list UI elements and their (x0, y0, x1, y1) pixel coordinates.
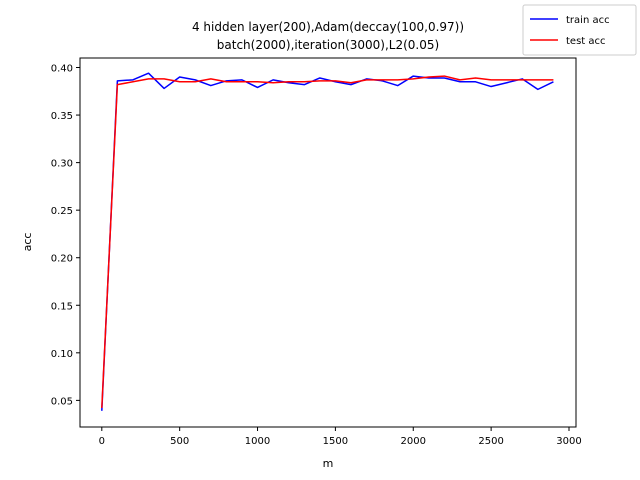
legend-label-train-acc: train acc (566, 15, 610, 26)
y-tick-label: 0.05 (51, 396, 73, 407)
y-tick-label: 0.25 (51, 206, 73, 217)
x-axis: 0 500 1000 1500 2000 2500 3000 (99, 427, 582, 447)
x-tick-label: 3000 (556, 436, 581, 447)
series-line-train-acc (101, 72, 554, 411)
legend-box (522, 4, 637, 56)
x-tick-label: 1000 (245, 436, 270, 447)
y-axis: 0.05 0.10 0.15 0.20 0.25 0.30 0.35 0.40 (51, 64, 80, 407)
legend: train acc test acc (522, 4, 637, 56)
x-tick-label: 2500 (478, 436, 503, 447)
y-tick-label: 0.40 (51, 64, 73, 75)
y-tick-label: 0.20 (51, 254, 73, 265)
x-tick-label: 0 (99, 436, 105, 447)
x-axis-label: m (323, 457, 334, 470)
series-line-test-acc (101, 75, 554, 409)
plot-area (79, 57, 577, 428)
y-tick-label: 0.15 (51, 301, 73, 312)
x-tick-label: 1500 (323, 436, 348, 447)
y-tick-label: 0.30 (51, 159, 73, 170)
y-tick-label: 0.35 (51, 111, 73, 122)
series-lines (101, 72, 554, 411)
x-tick-label: 500 (170, 436, 189, 447)
chart-title-line-1: 4 hidden layer(200),Adam(deccay(100,0.97… (192, 20, 464, 34)
x-tick-label: 2000 (401, 436, 426, 447)
y-axis-label: acc (21, 233, 34, 252)
y-tick-label: 0.10 (51, 349, 73, 360)
legend-label-test-acc: test acc (566, 36, 606, 47)
chart-title-line-2: batch(2000),iteration(3000),L2(0.05) (217, 38, 439, 52)
